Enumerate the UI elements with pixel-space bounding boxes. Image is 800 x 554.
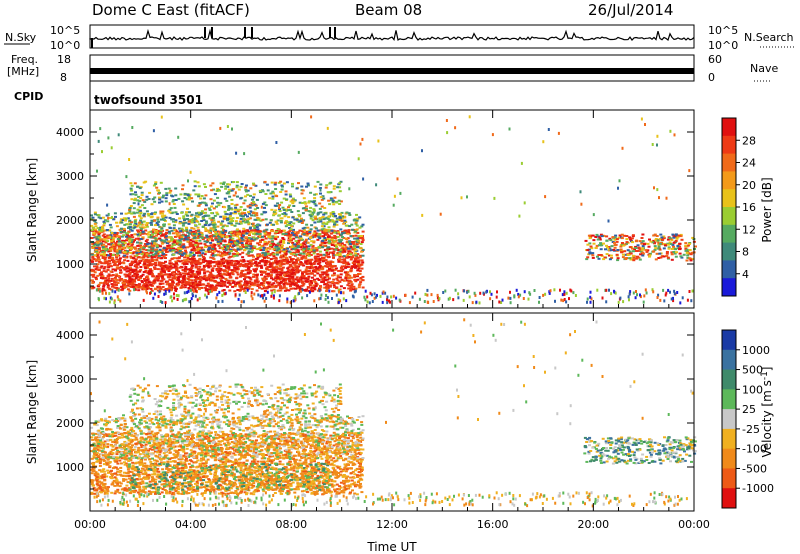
colorbar-segment xyxy=(722,369,736,390)
colorbar-segment xyxy=(722,171,736,190)
cpid-label: CPID xyxy=(14,90,43,103)
colorbar-tick-label: 24 xyxy=(742,157,756,170)
colorbar-tick-label: 28 xyxy=(742,134,756,147)
colorbar-tick-label: 12 xyxy=(742,223,756,236)
nave-label: Nave xyxy=(750,62,778,75)
x-tick-label: 04:00 xyxy=(175,518,207,531)
colorbar-tick-label: 8 xyxy=(742,246,749,259)
beam-label: Beam 08 xyxy=(355,1,422,19)
nsearch-label: N.Search xyxy=(744,31,794,44)
colorbar-tick-label: 25 xyxy=(742,403,756,416)
colorbar-segment xyxy=(722,224,736,244)
velocity-colorbar: 1000 500 100 25 -25 -100 -500 -1000 xyxy=(721,329,774,509)
nsearch-tick-bottom: 10^0 xyxy=(708,39,738,52)
power-colorbar: 28 24 20 16 12 8 4 xyxy=(721,117,756,297)
colorbar-tick-label: 4 xyxy=(742,268,749,281)
y-tick-label: 4000 xyxy=(56,329,84,342)
y-tick-label: 3000 xyxy=(56,170,84,183)
colorbar-tick-label: -25 xyxy=(742,423,760,436)
freq-label-line2: [MHz] xyxy=(7,65,39,78)
power-ylabel: Slant Range [km] xyxy=(25,158,39,262)
colorbar-segment xyxy=(722,118,736,137)
freq-tick-top: 18 xyxy=(57,53,71,66)
x-axis-ticks: 00:00 04:00 08:00 12:00 16:00 20:00 00:00 xyxy=(74,110,710,531)
nsky-tick-top: 10^5 xyxy=(50,24,80,37)
colorbar-segment xyxy=(722,448,736,469)
x-tick-label: 16:00 xyxy=(477,518,509,531)
freq-label-line1: Freq. xyxy=(11,53,38,66)
colorbar-frame xyxy=(721,329,737,509)
colorbar-tick-label: 1000 xyxy=(742,344,770,357)
y-tick-label: 3000 xyxy=(56,373,84,386)
colorbar-tick-label: 20 xyxy=(742,179,756,192)
x-axis-label: Time UT xyxy=(366,540,417,554)
cpid-value: twofsound 3501 xyxy=(94,93,203,107)
date-label: 26/Jul/2014 xyxy=(588,1,673,19)
nsky-trace xyxy=(89,27,695,48)
colorbar-tick-label: -100 xyxy=(742,443,767,456)
velocity-y-ticks: 1000 2000 3000 4000 xyxy=(56,329,694,490)
colorbar-segment xyxy=(722,260,736,279)
velocity-ylabel: Slant Range [km] xyxy=(25,360,39,464)
y-tick-label: 2000 xyxy=(56,214,84,227)
colorbar-segment xyxy=(722,330,736,351)
colorbar-segment xyxy=(722,389,736,410)
velocity-panel-frame xyxy=(89,312,695,512)
figure-title: Dome C East (fitACF) xyxy=(92,1,250,19)
freq-tick-bottom: 8 xyxy=(60,71,67,84)
colorbar-segment xyxy=(722,428,736,450)
colorbar-segment xyxy=(722,488,736,509)
velocity-heatmap xyxy=(90,318,697,508)
nave-tick-bottom: 0 xyxy=(708,71,715,84)
colorbar-tick-label: -500 xyxy=(742,462,767,475)
nsky-label: N.Sky xyxy=(5,31,37,44)
colorbar-tick-label: 500 xyxy=(742,364,763,377)
colorbar-segment xyxy=(722,409,736,430)
colorbar-tick-label: 100 xyxy=(742,383,763,396)
y-tick-label: 1000 xyxy=(56,461,84,474)
nsky-panel xyxy=(89,24,695,49)
colorbar-tick-label: -1000 xyxy=(742,482,774,495)
x-tick-label: 12:00 xyxy=(376,518,408,531)
colorbar-segment xyxy=(722,153,736,172)
colorbar-segment xyxy=(722,207,736,226)
colorbar-segment xyxy=(722,135,736,155)
nave-tick-top: 60 xyxy=(708,53,722,66)
y-tick-label: 1000 xyxy=(56,258,84,271)
nsky-line xyxy=(89,28,695,42)
colorbar-segment xyxy=(722,189,736,208)
colorbar-segment xyxy=(722,278,736,297)
freq-trace xyxy=(90,68,694,74)
power-colorbar-label: Power [dB] xyxy=(760,177,774,242)
power-panel-frame xyxy=(89,109,695,309)
colorbar-segment xyxy=(722,349,736,371)
velocity-colorbar-label: Velocity [m s-1] xyxy=(760,367,774,458)
y-tick-label: 4000 xyxy=(56,126,84,139)
colorbar-tick-label: 16 xyxy=(742,201,756,214)
power-y-ticks: 1000 2000 3000 4000 xyxy=(56,126,694,287)
colorbar-segment xyxy=(722,242,736,261)
y-tick-label: 2000 xyxy=(56,417,84,430)
nsearch-tick-top: 10^5 xyxy=(708,24,738,37)
x-tick-label: 20:00 xyxy=(577,518,609,531)
x-tick-label: 00:00 xyxy=(678,518,710,531)
colorbar-segment xyxy=(722,468,736,489)
nsky-tick-bottom: 10^0 xyxy=(50,39,80,52)
x-tick-label: 00:00 xyxy=(74,518,106,531)
x-tick-label: 08:00 xyxy=(275,518,307,531)
power-heatmap xyxy=(90,115,697,305)
